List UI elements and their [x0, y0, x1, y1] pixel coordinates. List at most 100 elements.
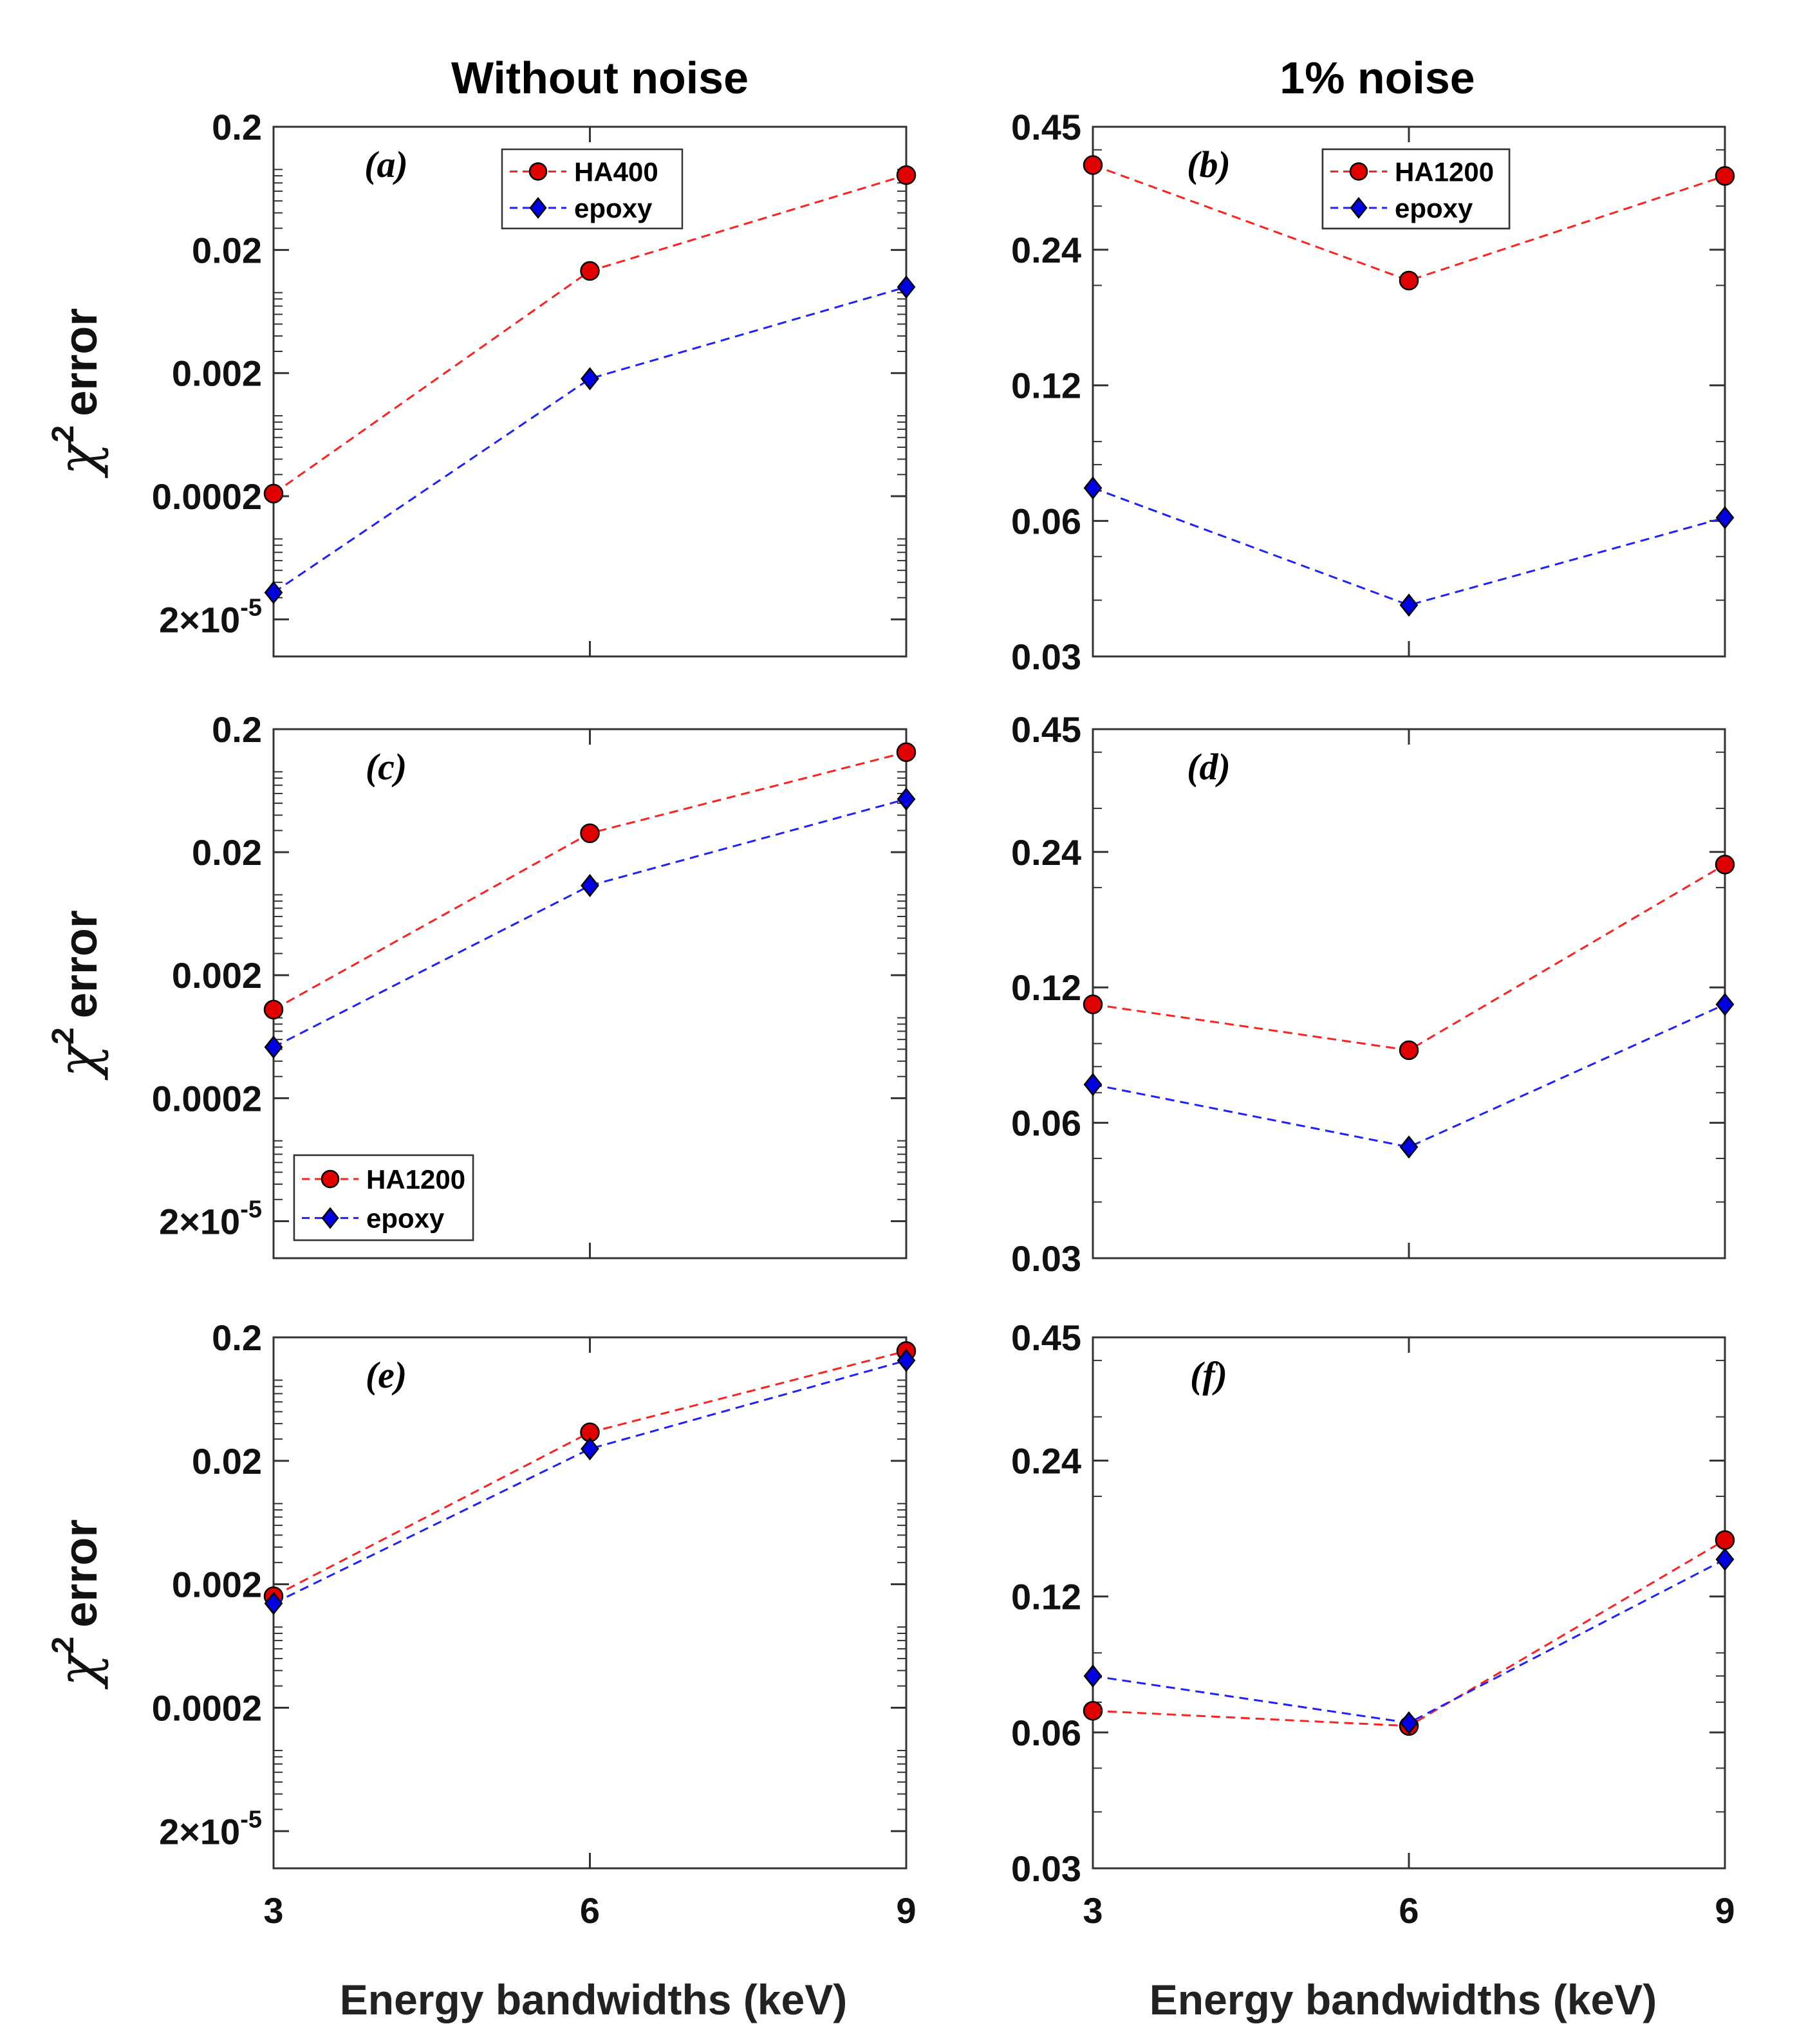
- series-line-ha: [1092, 864, 1726, 1052]
- column-title-right: 1% noise: [1280, 53, 1475, 103]
- legend: HA1200 epoxy: [1321, 148, 1511, 230]
- data-point-circle: [1399, 1040, 1419, 1061]
- data-point-diamond: [1083, 476, 1103, 500]
- legend-label: HA1200: [366, 1164, 465, 1194]
- legend-marker-diamond: [321, 1207, 339, 1229]
- x-tick-label: 6: [580, 1890, 600, 1931]
- y-tick-label: 0.03: [1011, 636, 1081, 677]
- data-point-diamond: [1715, 506, 1735, 530]
- data-point-circle: [1715, 855, 1735, 875]
- data-point-diamond: [1083, 1664, 1103, 1688]
- minor-ticks: [1093, 751, 1725, 1259]
- axes-frame: [1092, 1336, 1726, 1870]
- panel-label: (b): [1187, 144, 1231, 185]
- data-point-circle: [263, 483, 284, 504]
- data-point-circle: [1083, 155, 1103, 175]
- y-tick-label: 0.45: [1011, 107, 1081, 147]
- data-point-diamond: [264, 1036, 283, 1059]
- chart-panel-c: 0.20.020.0020.00022×10-5χ2error(c)HA800e…: [46, 709, 917, 1259]
- legend-label: epoxy: [366, 1203, 445, 1234]
- series-line-epoxy: [1092, 1558, 1726, 1724]
- y-axis-label: χ2error: [46, 910, 109, 1081]
- y-tick-label: 0.06: [1011, 1103, 1081, 1144]
- data-point-diamond: [264, 1592, 283, 1615]
- data-point-circle: [580, 823, 600, 843]
- chart-panel-a: 0.2 0.02 0.002 0.0002 2×10-5 χ2error (a) HA400 e…: [46, 107, 917, 658]
- y-tick-label: 2×10-5: [159, 1806, 262, 1852]
- panel-label: (a): [364, 144, 408, 185]
- data-point-diamond: [581, 1437, 599, 1461]
- y-tick-label: 0.0002: [152, 1078, 262, 1119]
- series-line-ha: [1092, 1539, 1726, 1727]
- y-tick-label: 0.24: [1011, 832, 1081, 873]
- data-point-circle: [1083, 994, 1103, 1014]
- y-tick-label: 0.0002: [152, 476, 262, 517]
- panel-label: (d): [1187, 746, 1231, 788]
- y-tick-label: 0.24: [1011, 230, 1081, 270]
- axes-frame: [1092, 728, 1726, 1259]
- series-line-epoxy: [273, 1359, 907, 1604]
- y-tick-label: 0.45: [1011, 1317, 1081, 1358]
- y-tick-label: 0.0002: [152, 1687, 262, 1728]
- panel-label: (c): [366, 746, 407, 788]
- legend-label: HA400: [574, 156, 658, 187]
- y-tick-label: 0.002: [172, 955, 262, 996]
- y-tick-label: 2×10-5: [159, 594, 262, 640]
- data-point-circle: [896, 165, 917, 185]
- minor-ticks: [1093, 1359, 1725, 1869]
- y-tick-label: 0.24: [1011, 1441, 1081, 1482]
- x-axis-label-right: Energy bandwidths (keV): [1150, 1976, 1657, 2023]
- series-line-ha: [1092, 164, 1726, 282]
- y-axis-label: χ2error: [46, 308, 109, 479]
- data-point-diamond: [581, 874, 599, 898]
- data-point-circle: [896, 742, 917, 763]
- y-tick-label: 0.12: [1011, 366, 1081, 406]
- y-axis-label: χ2error: [46, 1519, 109, 1690]
- panel-label: (e): [366, 1354, 407, 1396]
- x-tick-label: 9: [1715, 1890, 1735, 1931]
- minor-ticks: [274, 729, 906, 1222]
- legend: HA1200 epoxy: [293, 1154, 474, 1241]
- y-tick-label: 0.45: [1011, 709, 1081, 750]
- x-tick-label: 3: [263, 1890, 283, 1931]
- series-line-epoxy: [1092, 1003, 1726, 1148]
- data-point-circle: [1715, 166, 1735, 186]
- legend-label: epoxy: [574, 193, 653, 223]
- legend: HA400 epoxy: [501, 148, 684, 230]
- data-point-circle: [1715, 1530, 1735, 1550]
- y-tick-label: 0.12: [1011, 967, 1081, 1008]
- data-point-diamond: [581, 367, 599, 391]
- x-tick-label: 6: [1399, 1890, 1419, 1931]
- x-tick-label: 3: [1083, 1890, 1103, 1931]
- data-point-diamond: [1715, 1548, 1735, 1572]
- data-point-circle: [1083, 1700, 1103, 1721]
- chart-panel-d: 0.450.240.120.060.03(d)HA800epoxy: [1011, 148, 1735, 1279]
- legend-label: epoxy: [1395, 193, 1473, 223]
- legend-frame: [1321, 148, 1511, 230]
- legend-label: HA1200: [1395, 156, 1494, 187]
- minor-ticks: [274, 126, 906, 620]
- column-title-left: Without noise: [451, 53, 749, 103]
- y-tick-label: 0.03: [1011, 1238, 1081, 1279]
- y-tick-label: 0.2: [212, 107, 262, 147]
- data-point-diamond: [897, 787, 916, 811]
- data-point-diamond: [1399, 1135, 1419, 1159]
- legend-marker-circle: [321, 1169, 340, 1189]
- x-tick-label: 9: [896, 1890, 916, 1931]
- data-point-circle: [580, 261, 600, 281]
- data-point-circle: [263, 999, 284, 1019]
- y-tick-label: 2×10-5: [159, 1196, 262, 1241]
- legend-marker-circle: [528, 162, 548, 181]
- data-point-diamond: [1083, 1073, 1103, 1097]
- data-point-diamond: [897, 275, 916, 299]
- legend-marker-circle: [1349, 162, 1368, 181]
- data-point-diamond: [1399, 593, 1419, 617]
- y-tick-label: 0.2: [212, 709, 262, 750]
- y-tick-label: 0.02: [192, 832, 262, 873]
- legend-frame: [501, 148, 684, 230]
- x-axis-label-left: Energy bandwidths (keV): [340, 1976, 847, 2023]
- y-tick-label: 0.002: [172, 353, 262, 394]
- minor-ticks: [274, 1337, 906, 1832]
